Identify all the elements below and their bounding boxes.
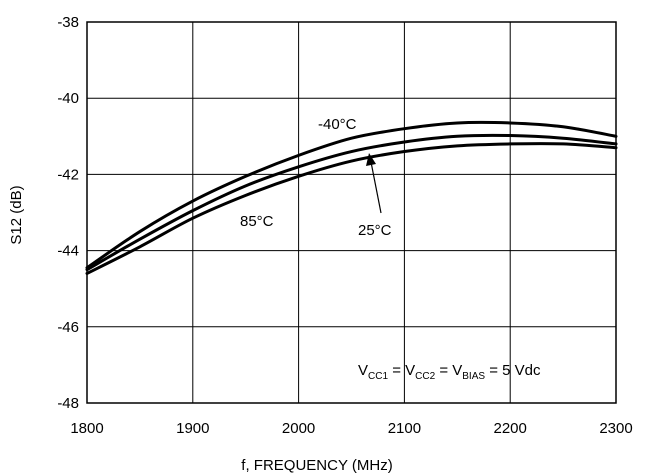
series-lines	[85, 120, 618, 275]
plot-frame	[86, 21, 617, 404]
x-tick-label: 2300	[599, 420, 632, 437]
series-line-1	[85, 133, 618, 272]
x-tick-label: 2000	[282, 420, 315, 437]
annotation-arrow	[366, 153, 382, 214]
y-axis-label: S12 (dB)	[8, 185, 25, 244]
series-line-2	[85, 142, 618, 275]
grid	[87, 22, 616, 403]
y-tick-label: -40	[57, 90, 79, 107]
x-axis-label: f, FREQUENCY (MHz)	[241, 457, 392, 474]
y-tick-label: -38	[57, 14, 79, 31]
y-tick-label: -42	[57, 166, 79, 183]
label-25c: 25°C	[358, 222, 392, 239]
condition-annotation: VCC1 = VCC2 = VBIAS = 5 Vdc	[358, 362, 541, 382]
label-85c: 85°C	[240, 213, 274, 230]
y-tick-label: -46	[57, 319, 79, 336]
x-tick-label: 1900	[176, 420, 209, 437]
x-tick-label: 2200	[494, 420, 527, 437]
label-minus40c: -40°C	[318, 116, 357, 133]
x-tick-labels: 1800 1900 2000 2100 2200 2300	[70, 420, 632, 437]
x-tick-label: 1800	[70, 420, 103, 437]
y-tick-label: -44	[57, 243, 79, 260]
y-tick-labels: -48 -46 -44 -42 -40 -38	[57, 14, 79, 412]
x-tick-label: 2100	[388, 420, 421, 437]
series-line-0	[85, 120, 618, 270]
y-tick-label: -48	[57, 395, 79, 412]
